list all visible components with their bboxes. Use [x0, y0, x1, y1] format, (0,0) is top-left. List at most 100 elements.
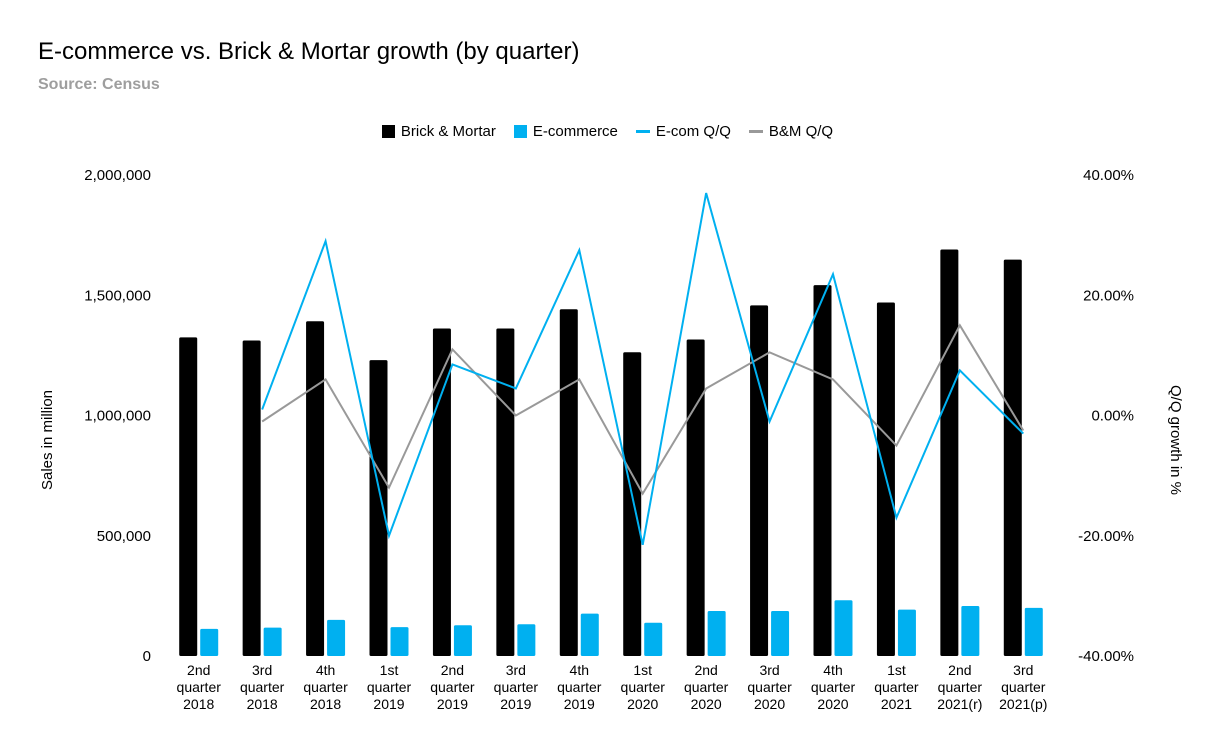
- category-label-line: 2019: [437, 696, 468, 712]
- category-label-line: 2018: [247, 696, 278, 712]
- line-bm-qq: [261, 323, 1025, 496]
- category-label: 3rd quarter 2021(p): [999, 662, 1047, 712]
- right-tick-label: 20.00%: [1083, 287, 1134, 304]
- left-axis: 0 500,000 1,000,000 1,500,000 2,000,000: [84, 167, 151, 665]
- category-label: 1st quarter 2019: [367, 662, 412, 712]
- bar-brick-mortar: [623, 352, 642, 656]
- category-label-line: 2020: [691, 696, 722, 712]
- right-tick-label: 40.00%: [1083, 167, 1134, 184]
- left-tick-label: 500,000: [97, 528, 151, 545]
- bar-ecommerce: [517, 624, 536, 656]
- category-label-line: 2019: [373, 696, 404, 712]
- bar-ecommerce: [961, 605, 980, 656]
- bar-brick-mortar: [242, 340, 261, 656]
- bar-ecommerce: [327, 619, 346, 656]
- line-ecom-qq: [261, 192, 1024, 545]
- category-label-line: quarter: [684, 679, 729, 695]
- bar-brick-mortar: [496, 328, 515, 656]
- category-label-line: 4th: [316, 662, 335, 678]
- bar-ecommerce: [200, 628, 219, 656]
- legend-swatch-ecommerce: [513, 124, 527, 138]
- category-label: 1st quarter 2020: [621, 662, 666, 712]
- right-tick-label: 0.00%: [1091, 408, 1134, 425]
- bar-brick-mortar: [813, 285, 832, 656]
- legend-item-bm-qq: B&M Q/Q: [748, 122, 834, 140]
- category-label-line: 4th: [570, 662, 589, 678]
- category-label-line: 2021: [881, 696, 912, 712]
- line-marks: [261, 192, 1025, 545]
- right-axis-label: Q/Q growth in %: [1167, 385, 1184, 495]
- right-tick-label: -40.00%: [1078, 648, 1134, 665]
- category-label-line: 2019: [500, 696, 531, 712]
- legend-label-ecom-qq: E-com Q/Q: [655, 122, 731, 140]
- bar-ecommerce: [644, 622, 663, 656]
- bar-ecommerce: [834, 600, 853, 656]
- category-label-line: quarter: [938, 679, 983, 695]
- bar-ecommerce: [453, 625, 472, 656]
- bar-ecommerce: [707, 611, 726, 656]
- category-label-line: 2nd: [187, 662, 210, 678]
- category-label: 2nd quarter 2020: [684, 662, 729, 712]
- bar-ecommerce: [1024, 607, 1043, 656]
- chart-subtitle: Source: Census: [38, 76, 160, 93]
- bar-ecommerce: [390, 627, 409, 656]
- category-label: 2nd quarter 2019: [430, 662, 475, 712]
- category-label-line: quarter: [1001, 679, 1046, 695]
- category-label: 3rd quarter 2019: [494, 662, 539, 712]
- right-tick-label: -20.00%: [1078, 528, 1134, 545]
- bar-brick-mortar: [750, 305, 769, 656]
- category-label: 3rd quarter 2018: [240, 662, 285, 712]
- category-label: 4th quarter 2019: [557, 662, 602, 712]
- bar-brick-mortar: [369, 360, 388, 656]
- category-label-line: 3rd: [1013, 662, 1033, 678]
- category-label-line: 1st: [380, 662, 399, 678]
- chart-title: E-commerce vs. Brick & Mortar growth (by…: [38, 38, 580, 65]
- category-label-line: 4th: [823, 662, 842, 678]
- category-label-line: 2021(r): [937, 696, 982, 712]
- chart-legend: Brick & Mortar E-commerce E-com Q/Q B&M …: [0, 120, 1215, 142]
- category-label-line: 2020: [754, 696, 785, 712]
- category-label-line: 2018: [183, 696, 214, 712]
- bar-brick-mortar: [686, 339, 705, 656]
- category-label: 2nd quarter 2021(r): [937, 662, 982, 712]
- category-label-line: quarter: [177, 679, 222, 695]
- category-label-line: 2018: [310, 696, 341, 712]
- bar-brick-mortar: [306, 321, 325, 656]
- category-label-line: quarter: [367, 679, 412, 695]
- category-label-line: quarter: [494, 679, 539, 695]
- category-label: 3rd quarter 2020: [747, 662, 792, 712]
- legend-item-ecom-qq: E-com Q/Q: [635, 122, 731, 140]
- category-label-line: 2020: [627, 696, 658, 712]
- legend-label-ecommerce: E-commerce: [532, 122, 618, 140]
- bar-marks: [179, 249, 1043, 656]
- category-label: 2nd quarter 2018: [177, 662, 222, 712]
- category-label-line: 2nd: [694, 662, 717, 678]
- category-label-line: 1st: [633, 662, 652, 678]
- category-label-line: quarter: [811, 679, 856, 695]
- category-label-line: quarter: [557, 679, 602, 695]
- right-axis: -40.00% -20.00% 0.00% 20.00% 40.00%: [1078, 167, 1134, 665]
- left-axis-label: Sales in million: [39, 390, 56, 490]
- bar-ecommerce: [771, 611, 790, 656]
- legend-item-brick-mortar: Brick & Mortar: [381, 123, 496, 140]
- category-label-line: quarter: [747, 679, 792, 695]
- category-label-line: 1st: [887, 662, 906, 678]
- category-label-line: 2nd: [441, 662, 464, 678]
- category-label-line: quarter: [430, 679, 475, 695]
- category-label-line: quarter: [874, 679, 919, 695]
- category-label-line: 3rd: [506, 662, 526, 678]
- bar-brick-mortar: [940, 249, 959, 656]
- legend-label-bm-qq: B&M Q/Q: [768, 122, 834, 140]
- category-label: 4th quarter 2020: [811, 662, 856, 712]
- category-label-line: 2020: [817, 696, 848, 712]
- legend-swatch-ecom-qq: [635, 129, 650, 133]
- category-label-line: quarter: [303, 679, 348, 695]
- bar-ecommerce: [580, 613, 599, 656]
- left-tick-label: 1,000,000: [84, 408, 151, 425]
- bar-brick-mortar: [559, 309, 578, 656]
- left-tick-label: 0: [143, 648, 151, 665]
- bar-ecommerce: [897, 609, 916, 656]
- legend-swatch-brick-mortar: [381, 124, 395, 138]
- bar-ecommerce: [263, 627, 282, 656]
